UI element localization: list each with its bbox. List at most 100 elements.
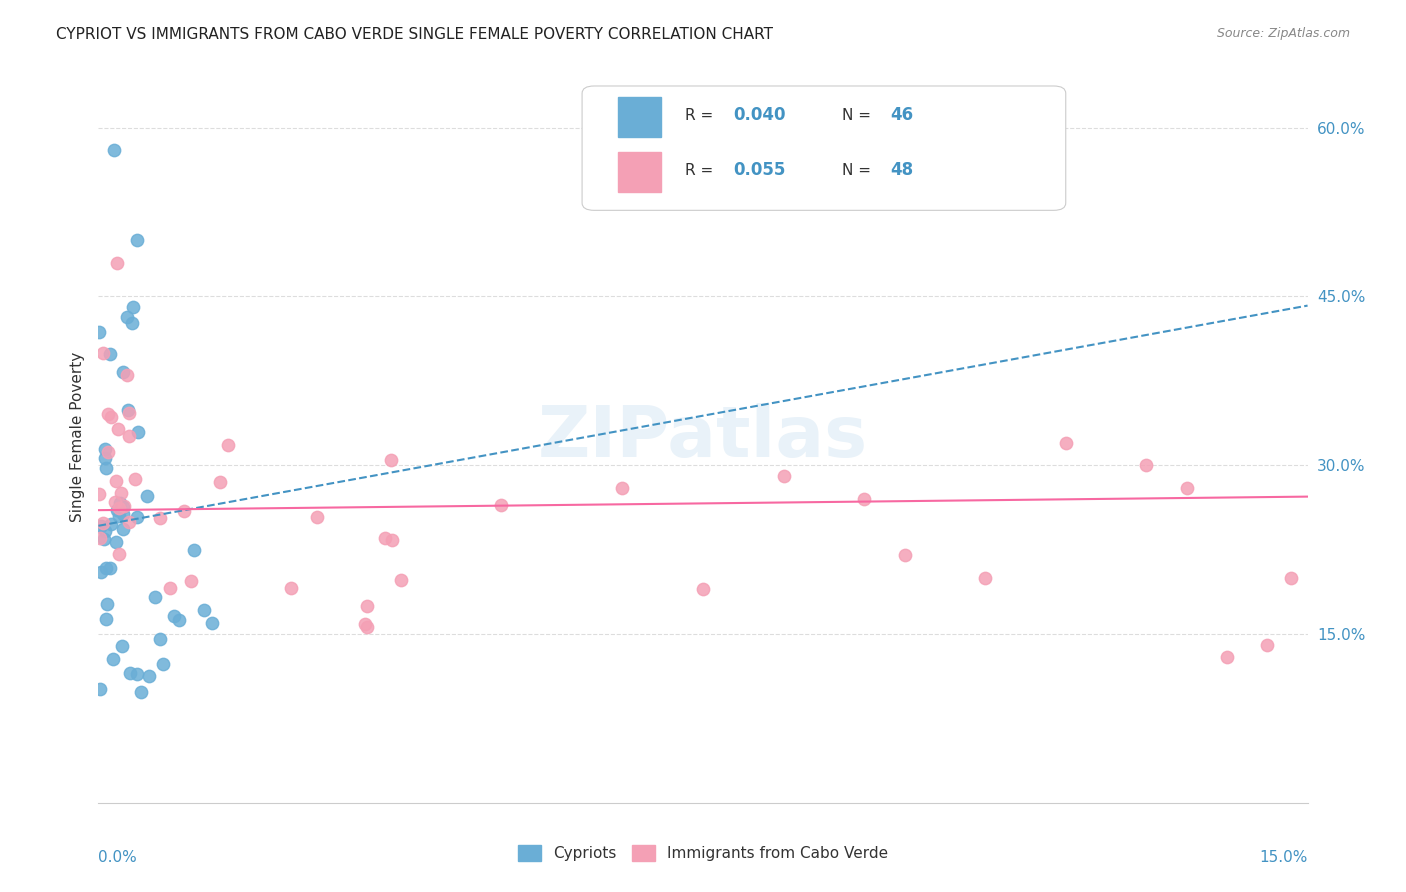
Legend: Cypriots, Immigrants from Cabo Verde: Cypriots, Immigrants from Cabo Verde (517, 845, 889, 861)
Point (380, 533, 402, 548)
Point (1054, 435, 1077, 450)
Point (163, 608, 186, 623)
Text: 46: 46 (890, 106, 914, 124)
Point (121, 316, 143, 330)
Point (173, 504, 195, 518)
Point (112, 507, 135, 521)
Y-axis label: Single Female Poverty: Single Female Poverty (69, 352, 84, 522)
Point (152, 657, 174, 672)
Text: CYPRIOT VS IMMIGRANTS FROM CABO VERDE SINGLE FEMALE POVERTY CORRELATION CHART: CYPRIOT VS IMMIGRANTS FROM CABO VERDE SI… (56, 27, 773, 42)
Point (307, 510, 329, 524)
Point (149, 511, 172, 525)
Point (98, 561, 121, 575)
Point (135, 489, 157, 503)
Point (91, 345, 114, 359)
Text: N =: N = (842, 108, 876, 123)
Point (111, 365, 134, 379)
Point (118, 515, 141, 529)
Point (138, 669, 160, 683)
Point (380, 453, 402, 467)
Point (94, 561, 117, 575)
Point (98, 347, 121, 361)
Text: 0.055: 0.055 (734, 161, 786, 179)
Point (91, 516, 114, 530)
Point (193, 602, 215, 616)
Point (389, 573, 412, 587)
Point (183, 543, 205, 558)
Point (96, 597, 118, 611)
Point (94, 612, 117, 626)
Point (111, 639, 134, 653)
Text: R =: R = (685, 162, 718, 178)
Point (1216, 649, 1239, 664)
Text: 15.0%: 15.0% (1260, 850, 1308, 865)
Point (149, 632, 172, 646)
Point (893, 548, 915, 562)
Point (111, 500, 134, 514)
Point (217, 438, 239, 452)
Text: Source: ZipAtlas.com: Source: ZipAtlas.com (1216, 27, 1350, 40)
Point (100, 410, 122, 425)
FancyBboxPatch shape (619, 152, 661, 192)
Text: R =: R = (685, 108, 718, 123)
Point (356, 620, 378, 634)
Point (93, 442, 115, 457)
Text: 0.0%: 0.0% (98, 850, 138, 865)
Point (100, 517, 122, 532)
Point (104, 535, 127, 549)
Point (90, 519, 112, 533)
Point (103, 143, 125, 157)
Point (125, 233, 148, 247)
Point (103, 651, 125, 665)
Point (1175, 481, 1198, 495)
Point (89, 487, 111, 501)
Point (356, 599, 378, 614)
Point (94, 524, 117, 539)
Point (1281, 571, 1303, 585)
Point (89, 681, 111, 696)
Point (159, 581, 181, 595)
Point (110, 485, 132, 500)
Point (1256, 638, 1278, 652)
Point (122, 300, 145, 314)
Point (124, 472, 146, 486)
Point (612, 481, 634, 495)
Point (280, 581, 302, 595)
Point (89, 531, 111, 545)
Point (853, 491, 876, 506)
Point (93, 451, 115, 466)
Point (105, 502, 128, 516)
Point (354, 617, 377, 632)
FancyBboxPatch shape (582, 86, 1066, 211)
Point (117, 403, 139, 417)
Point (118, 406, 141, 420)
Point (374, 531, 396, 545)
Text: 48: 48 (890, 161, 914, 179)
Point (143, 590, 166, 604)
Point (118, 428, 141, 442)
Text: N =: N = (842, 162, 876, 178)
Point (108, 500, 131, 515)
Point (201, 616, 224, 631)
Point (115, 368, 138, 383)
Point (97, 445, 120, 459)
Point (127, 666, 149, 681)
Point (90, 565, 112, 579)
Point (125, 509, 148, 524)
Point (1135, 458, 1157, 473)
Text: ZIPatlas: ZIPatlas (538, 402, 868, 472)
Point (104, 495, 127, 509)
Point (108, 547, 131, 561)
Point (107, 422, 129, 436)
Point (111, 522, 134, 536)
Point (692, 582, 714, 596)
Point (120, 666, 142, 681)
Point (104, 474, 127, 488)
Point (131, 684, 153, 698)
Point (180, 574, 202, 588)
Point (209, 475, 232, 490)
Point (97, 408, 120, 422)
Point (772, 469, 794, 483)
Text: 0.040: 0.040 (734, 106, 786, 124)
Point (107, 255, 129, 269)
